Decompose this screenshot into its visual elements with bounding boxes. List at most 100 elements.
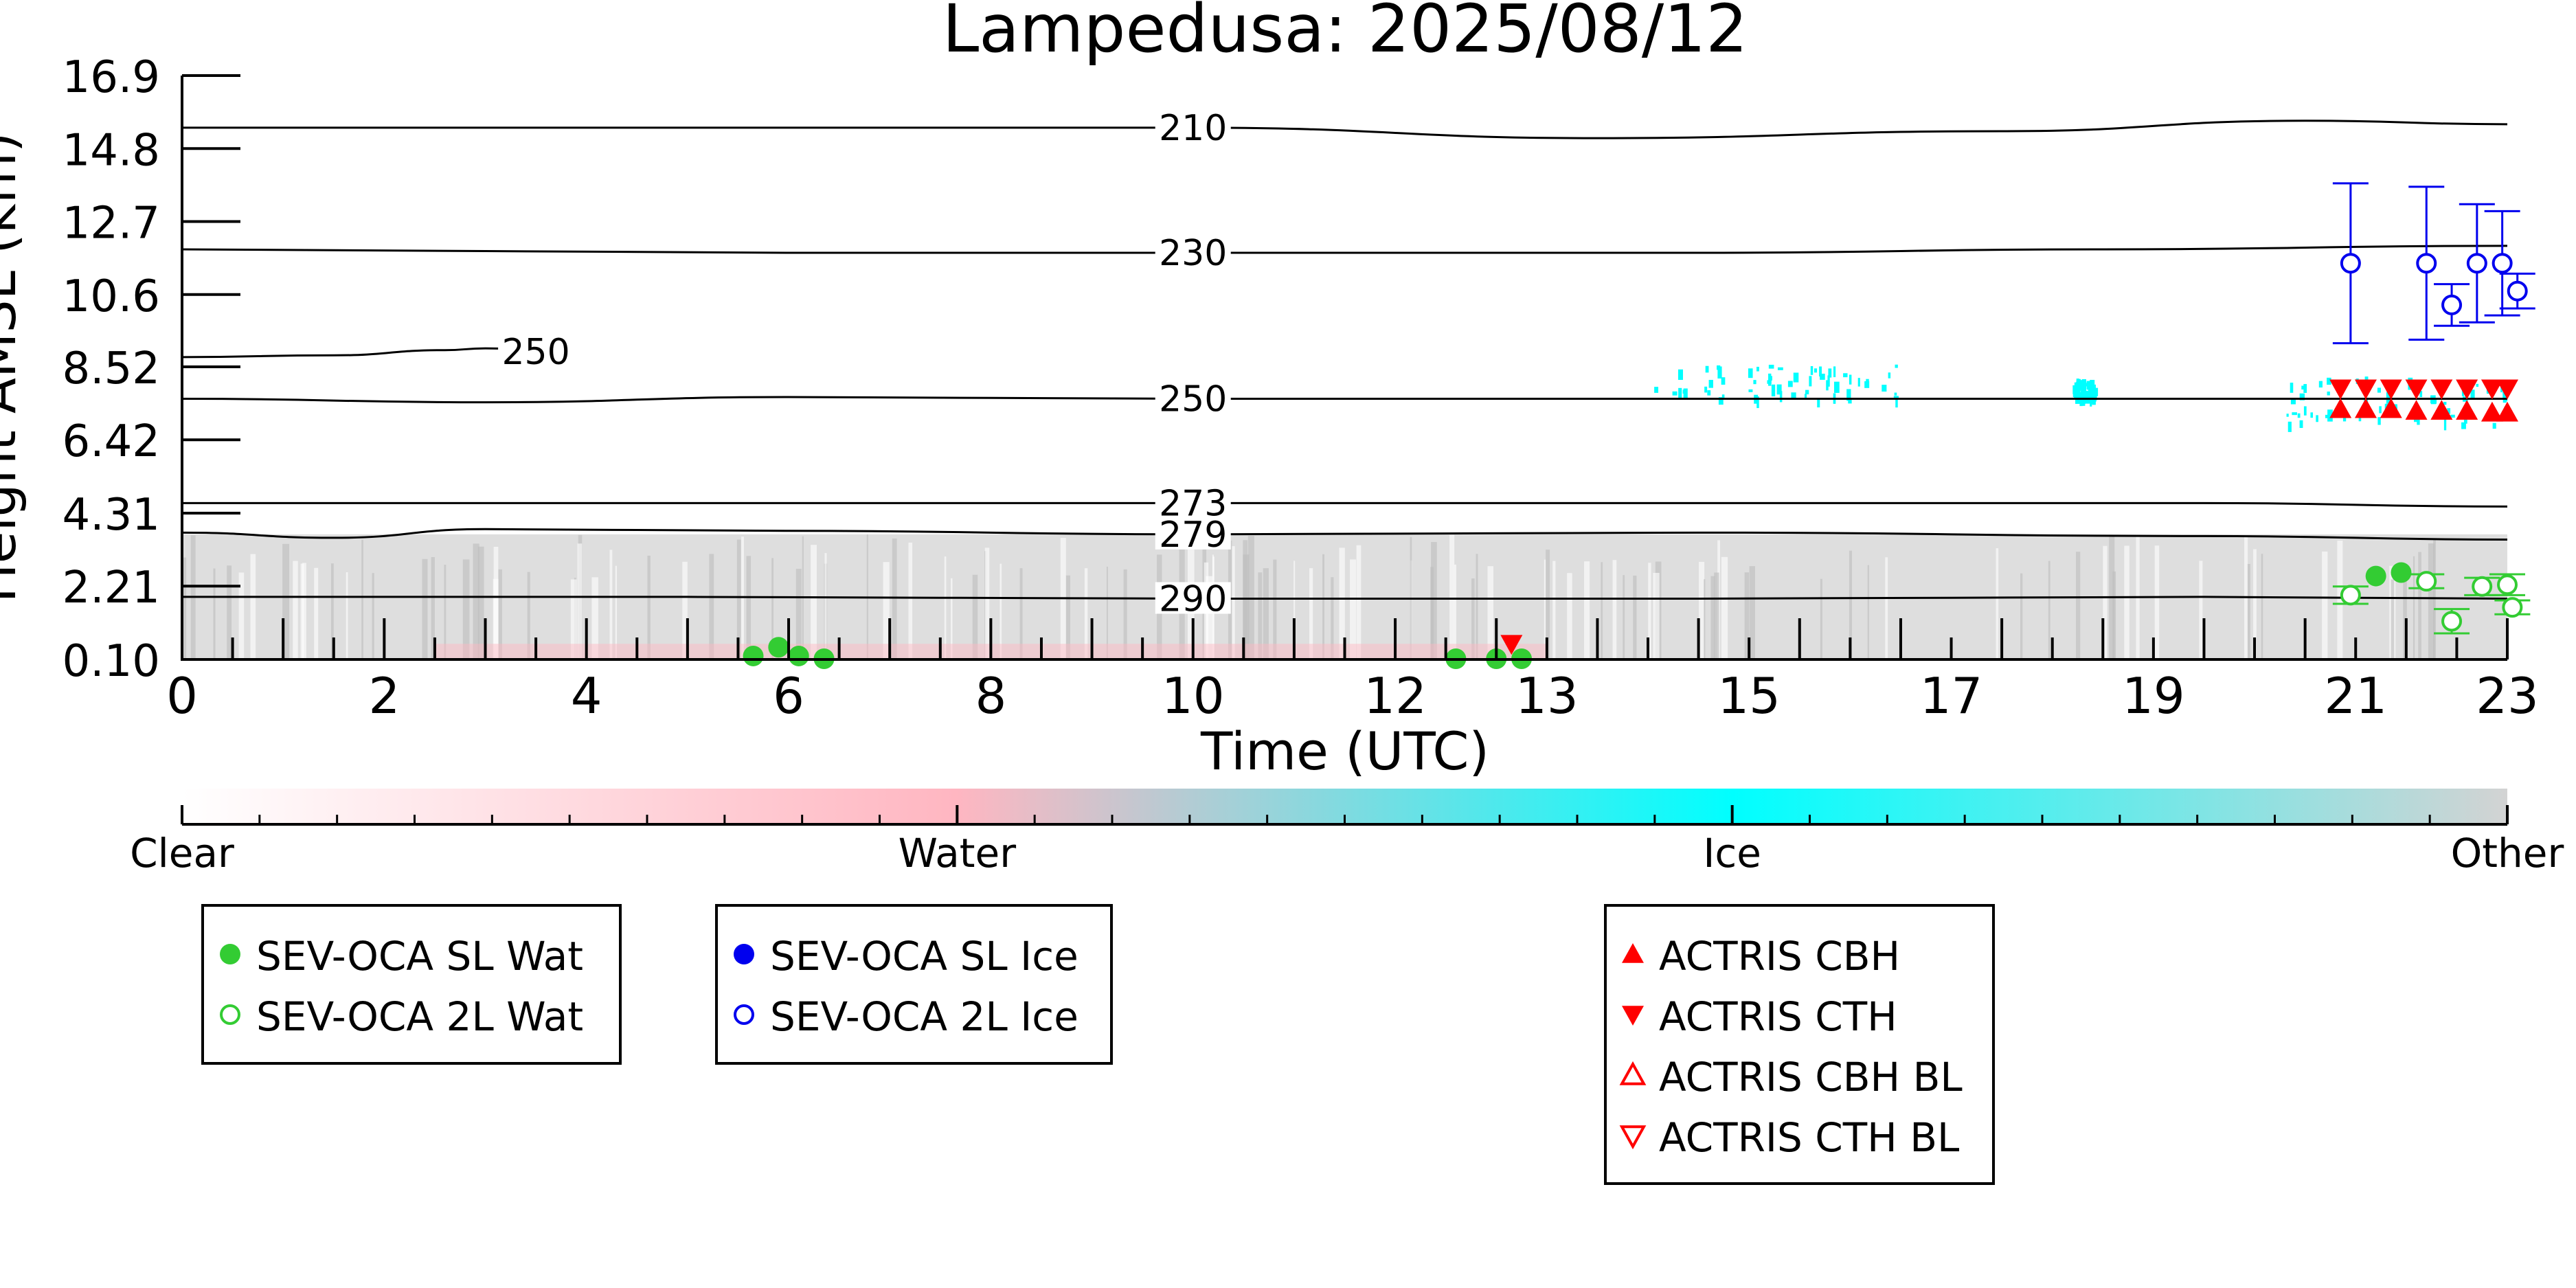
data-point: [2496, 379, 2518, 400]
ice-class-pixel: [2325, 414, 2330, 418]
ice-class-pixel: [1654, 387, 1659, 393]
legend-marker: [1619, 1125, 1647, 1150]
ice-class-pixel: [2447, 408, 2451, 414]
mask-streak: [2048, 561, 2050, 659]
contour-label-group: 250: [498, 332, 574, 373]
ice-class-pixel: [1705, 365, 1709, 373]
data-point: [2441, 294, 2463, 315]
mask-streak: [330, 563, 334, 659]
mask-streak: [1232, 546, 1235, 659]
data-point: [2365, 565, 2386, 587]
ice-class-pixel: [2492, 422, 2496, 429]
mask-streak: [883, 562, 890, 659]
ice-class-pixel: [2081, 385, 2084, 397]
colorbar-label: Ice: [1703, 830, 1761, 877]
contour-label-group: 250: [1155, 379, 1231, 420]
ice-class-pixel: [1882, 385, 1887, 392]
ice-class-pixel: [1843, 373, 1848, 378]
ice-class-pixel: [1848, 398, 1852, 404]
series-actris-cbh: [2329, 398, 2518, 422]
ice-class-pixel: [1721, 394, 1725, 399]
ice-class-pixel: [1678, 387, 1682, 400]
contour-label-group: 279: [1155, 515, 1231, 556]
mask-streak: [2124, 545, 2129, 659]
mask-streak: [1350, 559, 1357, 659]
y-tick-label: 6.42: [63, 416, 161, 467]
mask-streak: [1820, 578, 1822, 659]
ice-class-pixel: [2327, 391, 2330, 396]
mask-streak: [1331, 577, 1334, 659]
legend-box: SEV-OCA SL Ice SEV-OCA 2L Ice: [715, 904, 1113, 1065]
contour-label-bg: [1155, 582, 1231, 614]
colorbar-label: Clear: [130, 830, 234, 877]
mask-streak: [1749, 566, 1755, 659]
ice-class-pixel: [2077, 379, 2081, 389]
ice-class-pixel: [2461, 422, 2466, 429]
mask-streak: [2253, 549, 2257, 659]
ice-class-pixel: [2443, 402, 2447, 405]
mask-streak: [1454, 564, 1456, 659]
data-point: [2481, 401, 2503, 422]
mask-streak: [944, 556, 947, 659]
ice-class-pixel: [1776, 384, 1782, 395]
ice-class-pixel: [1779, 391, 1783, 403]
contour-label-bg: [1155, 111, 1231, 143]
mask-streak: [1633, 575, 1637, 659]
mask-streak: [1339, 547, 1345, 659]
ice-class-pixel: [2316, 415, 2318, 422]
mask-streak: [1546, 550, 1550, 659]
data-point: [743, 645, 764, 666]
mask-streak: [591, 577, 598, 659]
mask-streak: [282, 543, 290, 659]
y-tick-label: 4.31: [63, 490, 161, 541]
mask-streak: [1584, 561, 1590, 659]
x-tick-label: 0: [166, 667, 198, 725]
ice-class-pixel: [1846, 389, 1851, 401]
ice-class-pixel: [1753, 380, 1756, 385]
mask-streak: [2075, 552, 2081, 659]
mask-streak: [1487, 566, 1494, 659]
contour-label-group: 230: [1155, 233, 1231, 274]
mask-streak: [746, 556, 752, 659]
contour-label-bg: [498, 335, 574, 367]
legend-label: SEV-OCA 2L Wat: [256, 993, 583, 1040]
contour-label: 290: [1159, 578, 1227, 620]
ice-class-pixel: [1828, 368, 1832, 378]
mask-streak: [182, 557, 187, 659]
mask-streak: [493, 578, 499, 659]
mask-streak: [462, 559, 470, 659]
ice-class-pixel: [2090, 393, 2093, 398]
classification-colorbar: Clear Water Ice Other: [130, 789, 2564, 877]
data-point: [2380, 398, 2402, 418]
legend-frame: [201, 904, 622, 1065]
series-sev-oca-2l-ice: [2332, 182, 2535, 345]
ice-class-pixel: [1833, 366, 1836, 378]
mask-streak: [709, 554, 714, 659]
ice-class-pixel: [1814, 368, 1818, 373]
data-point: [2456, 379, 2478, 400]
mask-streak: [1699, 561, 1705, 659]
ice-class-pixel: [2286, 414, 2289, 417]
mask-streak: [2322, 551, 2328, 659]
ice-class-pixel: [2476, 383, 2479, 387]
ice-class-pixel: [2502, 398, 2507, 403]
mask-streak: [1721, 556, 1728, 659]
y-tick-label: 2.21: [63, 563, 161, 613]
mask-streak: [1123, 569, 1127, 659]
chart-title: Lampedusa: 2025/08/12: [942, 0, 1748, 67]
mask-streak: [527, 572, 530, 659]
mask-streak: [1258, 572, 1263, 659]
ice-class-pixel: [2299, 420, 2303, 428]
ice-class-pixel: [2377, 387, 2381, 393]
data-point: [2354, 398, 2377, 418]
mask-streak: [2020, 573, 2023, 659]
x-tick-label: 12: [1364, 667, 1427, 725]
mask-streak: [647, 555, 651, 659]
legend-marker: [1622, 1006, 1644, 1026]
mask-streak: [498, 569, 502, 659]
x-tick-label: 10: [1162, 667, 1225, 725]
ice-class-pixel: [1777, 367, 1783, 370]
mask-streak: [1471, 578, 1475, 659]
legend-label: ACTRIS CTH: [1659, 993, 1897, 1040]
